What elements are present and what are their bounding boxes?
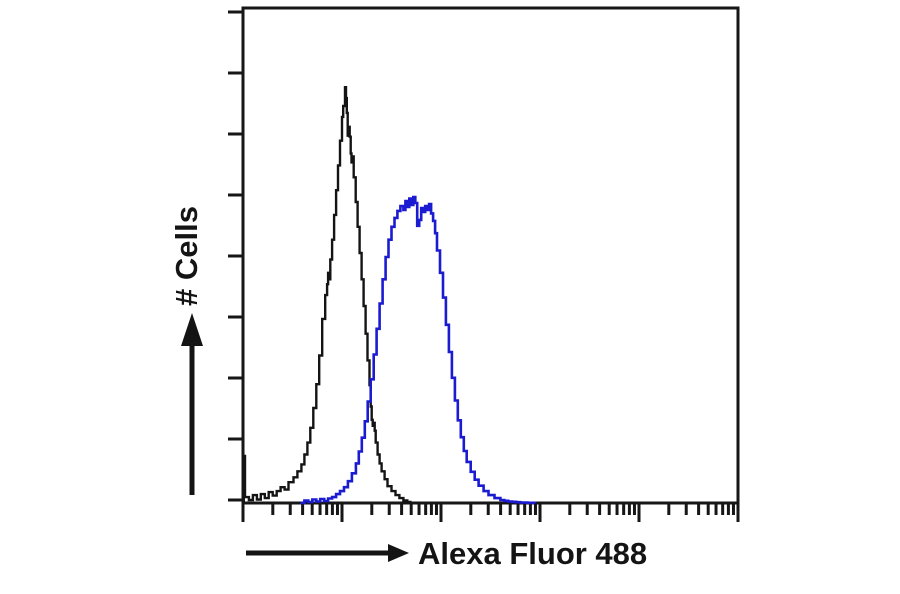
y-axis-ticks bbox=[228, 10, 243, 502]
x-axis-ticks bbox=[241, 503, 740, 522]
x-axis-arrow-icon bbox=[246, 544, 409, 562]
y-axis-label: # Cells bbox=[169, 206, 204, 306]
plot-border bbox=[241, 6, 740, 505]
x-axis-label: Alexa Fluor 488 bbox=[418, 536, 647, 571]
y-axis-arrow-icon bbox=[181, 313, 203, 495]
control-histogram-curve bbox=[242, 86, 412, 505]
stained-histogram-curve bbox=[300, 195, 537, 505]
